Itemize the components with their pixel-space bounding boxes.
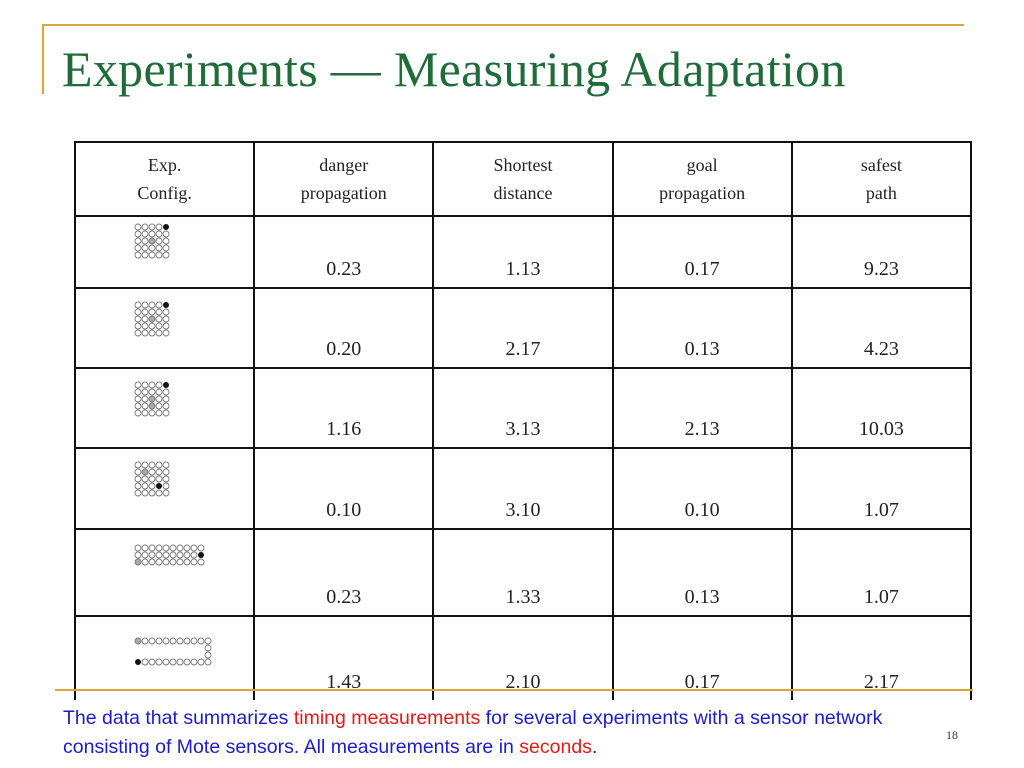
page-number: 18 xyxy=(946,728,958,742)
header-shortest-distance-line1: Shortest xyxy=(493,155,553,175)
cell-shortest-distance: 2.17 xyxy=(432,287,614,369)
exp-config-cell xyxy=(73,367,256,449)
table-row: 0.23 1.13 0.17 9.23 xyxy=(73,215,973,289)
header-shortest-distance: Shortest distance xyxy=(432,141,614,217)
header-safest-path-line1: safest xyxy=(860,155,902,175)
cell-goal-propagation: 0.13 xyxy=(611,528,793,617)
mote-grid-icon xyxy=(134,381,170,417)
exp-config-cell xyxy=(73,215,256,289)
cell-danger-propagation: 1.43 xyxy=(253,615,435,700)
header-goal-propagation-line2: propagation xyxy=(659,183,746,203)
cell-safest-path: 4.23 xyxy=(790,287,973,369)
mote-grid-icon xyxy=(134,461,170,497)
table-row: 0.20 2.17 0.13 4.23 xyxy=(73,287,973,369)
header-exp-config: Exp. Config. xyxy=(73,141,256,217)
cell-safest-path: 2.17 xyxy=(790,615,973,700)
mote-grid-icon xyxy=(134,637,212,666)
header-danger-propagation-line2: propagation xyxy=(300,183,387,203)
cell-danger-propagation: 0.23 xyxy=(253,528,435,617)
cell-danger-propagation: 1.16 xyxy=(253,367,435,449)
mote-grid-icon xyxy=(134,544,205,566)
header-safest-path: safest path xyxy=(790,141,973,217)
caption-text-3: . xyxy=(591,736,598,758)
header-shortest-distance-line2: distance xyxy=(493,183,553,203)
caption: The data that summarizes timing measurem… xyxy=(63,704,963,762)
cell-danger-propagation: 0.10 xyxy=(253,447,435,530)
exp-config-cell xyxy=(73,287,256,369)
table-row: 0.23 1.33 0.13 1.07 xyxy=(73,528,973,617)
header-exp-config-line2: Config. xyxy=(137,183,192,203)
table-row: 1.16 3.13 2.13 10.03 xyxy=(73,367,973,449)
cell-shortest-distance: 1.13 xyxy=(432,215,614,289)
caption-highlight-seconds: seconds xyxy=(519,736,592,758)
caption-divider xyxy=(55,689,973,691)
cell-shortest-distance: 3.10 xyxy=(432,447,614,530)
mote-grid-icon xyxy=(134,301,170,337)
experiments-table: Exp. Config. danger propagation Shortest… xyxy=(73,141,973,700)
header-exp-config-line1: Exp. xyxy=(147,155,182,175)
header-goal-propagation-line1: goal xyxy=(686,155,718,175)
cell-shortest-distance: 3.13 xyxy=(432,367,614,449)
table-row: 0.10 3.10 0.10 1.07 xyxy=(73,447,973,530)
exp-config-cell xyxy=(73,447,256,530)
caption-text-2: for several experiments with a sensor ne… xyxy=(63,707,883,758)
cell-goal-propagation: 0.17 xyxy=(611,615,793,700)
cell-danger-propagation: 0.20 xyxy=(253,287,435,369)
cell-goal-propagation: 0.13 xyxy=(611,287,793,369)
cell-safest-path: 10.03 xyxy=(790,367,973,449)
cell-shortest-distance: 1.33 xyxy=(432,528,614,617)
title-frame-top-rule xyxy=(42,24,964,26)
header-danger-propagation: danger propagation xyxy=(253,141,435,217)
cell-shortest-distance: 2.10 xyxy=(432,615,614,700)
header-goal-propagation: goal propagation xyxy=(611,141,793,217)
title-frame-left-rule xyxy=(42,24,44,94)
caption-text-1: The data that summarizes xyxy=(63,707,294,729)
header-safest-path-line2: path xyxy=(865,183,897,203)
cell-safest-path: 9.23 xyxy=(790,215,973,289)
slide-title: Experiments — Measuring Adaptation xyxy=(62,41,846,97)
cell-safest-path: 1.07 xyxy=(790,528,973,617)
mote-grid-icon xyxy=(134,223,170,259)
cell-safest-path: 1.07 xyxy=(790,447,973,530)
cell-goal-propagation: 0.10 xyxy=(611,447,793,530)
cell-goal-propagation: 2.13 xyxy=(611,367,793,449)
table-header-row: Exp. Config. danger propagation Shortest… xyxy=(73,141,973,217)
caption-highlight-timing: timing measurements xyxy=(293,707,481,729)
exp-config-cell xyxy=(73,528,256,617)
cell-danger-propagation: 0.23 xyxy=(253,215,435,289)
table-row: 1.43 2.10 0.17 2.17 xyxy=(73,615,973,700)
header-danger-propagation-line1: danger xyxy=(319,155,369,175)
cell-goal-propagation: 0.17 xyxy=(611,215,793,289)
exp-config-cell xyxy=(73,615,256,700)
